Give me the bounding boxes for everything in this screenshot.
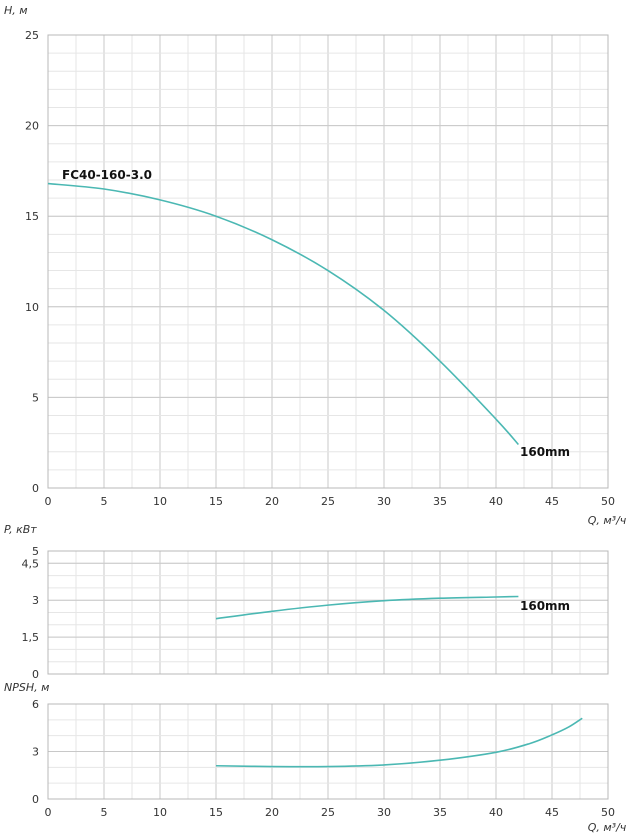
npsh-y-axis-label: NPSH, м — [4, 681, 49, 694]
power-plot-frame — [47, 550, 609, 675]
head-x-tick-label: 40 — [489, 495, 503, 508]
head-series-line-0 — [47, 182, 520, 446]
npsh-series-line-0 — [215, 717, 583, 768]
head-x-axis-label: Q, м³/ч — [588, 514, 627, 527]
head-y-tick-label: 25 — [25, 29, 39, 42]
head-x-tick-label: 25 — [321, 495, 335, 508]
npsh-x-tick-label: 30 — [377, 806, 391, 819]
npsh-y-tick-label: 6 — [32, 698, 39, 711]
head-y-tick-label: 15 — [25, 210, 39, 223]
npsh-x-axis-label: Q, м³/ч — [588, 821, 627, 834]
power-series-line-0 — [215, 595, 519, 620]
head-y-tick-label: 10 — [25, 301, 39, 314]
npsh-x-tick-label: 15 — [209, 806, 223, 819]
npsh-x-tick-label: 0 — [45, 806, 52, 819]
power-series-label: 160mm — [520, 599, 570, 613]
npsh-plot-frame — [47, 703, 609, 800]
power-y-axis-label: P, кВт — [4, 523, 37, 536]
power-y-tick-label: 4,5 — [22, 557, 40, 570]
head-plot-frame — [47, 34, 609, 489]
npsh-x-tick-label: 40 — [489, 806, 503, 819]
head-y-axis-label: H, м — [4, 4, 28, 17]
npsh-x-tick-label: 10 — [153, 806, 167, 819]
head-x-tick-label: 20 — [265, 495, 279, 508]
head-x-tick-label: 45 — [545, 495, 559, 508]
head-x-tick-label: 35 — [433, 495, 447, 508]
power-y-tick-label: 0 — [32, 668, 39, 681]
head-x-tick-label: 50 — [601, 495, 615, 508]
head-x-tick-label: 15 — [209, 495, 223, 508]
power-y-tick-label: 5 — [32, 545, 39, 558]
npsh-x-tick-label: 35 — [433, 806, 447, 819]
head-x-tick-label: 30 — [377, 495, 391, 508]
npsh-x-tick-label: 5 — [101, 806, 108, 819]
npsh-y-tick-label: 0 — [32, 793, 39, 806]
npsh-y-tick-label: 3 — [32, 746, 39, 759]
head-x-tick-label: 5 — [101, 495, 108, 508]
npsh-x-tick-label: 25 — [321, 806, 335, 819]
npsh-x-tick-label: 50 — [601, 806, 615, 819]
head-y-tick-label: 20 — [25, 120, 39, 133]
head-y-tick-label: 0 — [32, 482, 39, 495]
head-series-label: 160mm — [520, 445, 570, 459]
power-y-tick-label: 3 — [32, 594, 39, 607]
power-y-tick-label: 1,5 — [22, 631, 40, 644]
head-y-tick-label: 5 — [32, 391, 39, 404]
npsh-x-tick-label: 20 — [265, 806, 279, 819]
head-x-tick-label: 10 — [153, 495, 167, 508]
head-model-annotation: FC40-160-3.0 — [62, 168, 152, 182]
head-x-tick-label: 0 — [45, 495, 52, 508]
npsh-x-tick-label: 45 — [545, 806, 559, 819]
